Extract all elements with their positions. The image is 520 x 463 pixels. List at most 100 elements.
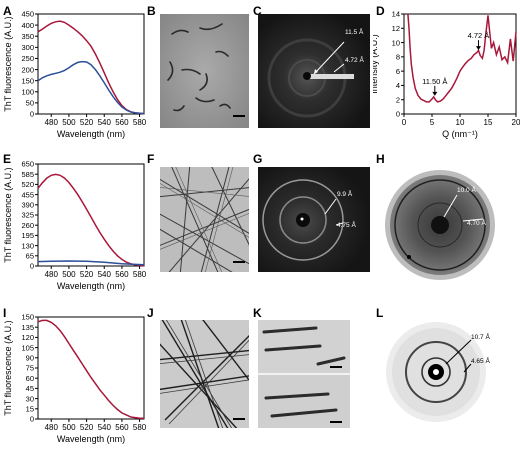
diffraction-g: 9.9 Å 4.75 Å <box>258 167 370 272</box>
chart-i-y-tick-label: 60 <box>26 374 34 383</box>
chart-d-y-tick-label: 14 <box>392 10 400 19</box>
chart-d-y-axis-label: Intensity (A.U.) <box>373 34 379 94</box>
scale-bar-f <box>233 261 245 263</box>
panel-letter-h: H <box>376 152 385 166</box>
chart-d-x-tick-label: 5 <box>430 118 435 127</box>
chart-a-y-tick-label: 250 <box>21 54 34 63</box>
chart-d-series-line-1 <box>407 13 517 103</box>
chart-d-annotation-arrowhead-2 <box>475 46 481 51</box>
chart-d-y-tick-label: 12 <box>392 24 400 33</box>
chart-e-tht-fluorescence: 480 500 520 540 560 5800651301952603253904555… <box>3 160 147 291</box>
panel-letter-j: J <box>147 306 154 320</box>
d-spacing-label-h2: 4.70 Å <box>467 220 486 227</box>
chart-e-y-tick-label: 130 <box>21 241 34 250</box>
chart-e-y-tick-label: 325 <box>21 211 34 220</box>
micrograph-j-image <box>160 320 249 428</box>
micrograph-k-image <box>258 320 350 428</box>
chart-e-y-tick-label: 260 <box>21 221 34 230</box>
chart-e-y-axis-label: ThT fluorescence (A.U.) <box>3 167 13 262</box>
chart-e-x-tick-label: 560 <box>115 270 129 279</box>
chart-d-x-tick-label: 20 <box>512 118 520 127</box>
chart-i-y-tick-label: 120 <box>21 333 34 342</box>
chart-a-y-tick-label: 50 <box>26 99 34 108</box>
micrograph-j-fibrils <box>160 320 249 428</box>
chart-i-y-tick-label: 45 <box>26 384 34 393</box>
chart-d-y-tick-label: 2 <box>396 95 400 104</box>
chart-a-x-tick-label: 580 <box>133 118 147 127</box>
chart-a-x-tick-label: 520 <box>80 118 94 127</box>
chart-i-x-tick-label: 520 <box>80 423 94 432</box>
chart-d-y-tick-label: 6 <box>396 67 400 76</box>
chart-i-plot-frame <box>37 316 145 420</box>
chart-a-y-tick-label: 100 <box>21 87 34 96</box>
micrograph-b-oligomers <box>160 14 249 128</box>
diffraction-c-image <box>258 14 370 128</box>
panel-letter-l: L <box>376 306 384 320</box>
d-spacing-label-g1: 9.9 Å <box>337 191 353 198</box>
chart-d-xray-intensity: 0 5 10 15 20 0 2 4 6 8 10 12 14 Q (nm⁻¹) Intensity (A.… <box>373 10 520 139</box>
chart-i-y-tick-label: 75 <box>26 364 34 373</box>
chart-a-x-tick-label: 480 <box>45 118 59 127</box>
chart-a-x-tick-label: 560 <box>115 118 129 127</box>
chart-a-y-tick-label: 300 <box>21 43 34 52</box>
chart-i-y-tick-label: 135 <box>21 323 34 332</box>
diffraction-l-image <box>386 322 486 422</box>
chart-a-y-axis-label: ThT fluorescence (A.U.) <box>3 16 13 111</box>
chart-i-y-axis-label: ThT fluorescence (A.U.) <box>3 320 13 415</box>
diffraction-g-image <box>258 167 370 272</box>
micrograph-f-fibrils <box>160 167 249 272</box>
chart-i-x-tick-label: 480 <box>45 423 59 432</box>
chart-e-y-tick-label: 520 <box>21 180 34 189</box>
chart-e-series-line-2 <box>37 260 145 266</box>
chart-d-annotation-2: 4.72 Å <box>468 31 490 40</box>
chart-d-x-tick-label: 0 <box>402 118 407 127</box>
chart-d-annotation-arrowhead-1 <box>432 91 438 96</box>
chart-a-x-axis-label: Wavelength (nm) <box>57 129 125 139</box>
chart-i-x-tick-label: 540 <box>98 423 112 432</box>
chart-e-y-tick-label: 0 <box>30 262 34 271</box>
chart-e-x-tick-label: 580 <box>133 270 147 279</box>
chart-i-x-tick-label: 560 <box>115 423 129 432</box>
d-spacing-label-g2: 4.75 Å <box>337 222 356 229</box>
chart-d-x-axis-label: Q (nm⁻¹) <box>442 129 478 139</box>
panel-letter-c: C <box>253 4 262 18</box>
chart-d-annotation-1: 11.50 Å <box>422 77 447 86</box>
d-spacing-label-l1: 10.7 Å <box>471 334 490 341</box>
chart-e-y-tick-label: 585 <box>21 170 34 179</box>
chart-a-y-tick-label: 450 <box>21 10 34 19</box>
chart-a-tht-fluorescence: 480 500 520 540 560 580 0 50 100 150 200 250 300 350 4… <box>3 10 147 139</box>
micrograph-b-image <box>160 14 249 128</box>
chart-d-y-tick-label: 0 <box>396 110 400 119</box>
chart-a-y-tick-label: 150 <box>21 76 34 85</box>
chart-e-y-tick-label: 195 <box>21 231 34 240</box>
chart-i-x-tick-label: 500 <box>62 423 76 432</box>
chart-e-y-tick-label: 390 <box>21 201 34 210</box>
micrograph-f-image <box>160 167 249 272</box>
diffraction-h-image <box>385 170 495 280</box>
chart-d-y-tick-label: 8 <box>396 53 400 62</box>
chart-d-x-tick-label: 10 <box>456 118 465 127</box>
scale-bar-j <box>233 418 245 420</box>
chart-e-series-line-1 <box>37 173 145 267</box>
diffraction-c: 11.5 Å 4.72 Å <box>258 14 370 128</box>
chart-e-x-tick-label: 520 <box>80 270 94 279</box>
panel-letter-b: B <box>147 4 156 18</box>
chart-a-y-tick-label: 400 <box>21 21 34 30</box>
chart-a-series-line-1 <box>37 20 145 115</box>
micrograph-k-fibrils <box>258 320 350 428</box>
chart-a-x-tick-label: 500 <box>62 118 76 127</box>
chart-i-y-tick-label: 150 <box>21 313 34 322</box>
panel-letter-k: K <box>253 306 262 320</box>
chart-e-x-axis-label: Wavelength (nm) <box>57 281 125 291</box>
chart-e-y-tick-label: 455 <box>21 190 34 199</box>
chart-i-y-tick-label: 105 <box>21 343 34 352</box>
chart-d-y-tick-label: 10 <box>392 38 400 47</box>
chart-a-plot-frame <box>37 13 145 115</box>
d-spacing-label-c1: 11.5 Å <box>345 29 364 36</box>
chart-i-series-line-1 <box>37 319 144 420</box>
scale-bar-b <box>233 115 245 117</box>
chart-a-y-tick-label: 200 <box>21 65 34 74</box>
panel-letter-g: G <box>253 152 263 166</box>
panel-letter-f: F <box>147 152 155 166</box>
